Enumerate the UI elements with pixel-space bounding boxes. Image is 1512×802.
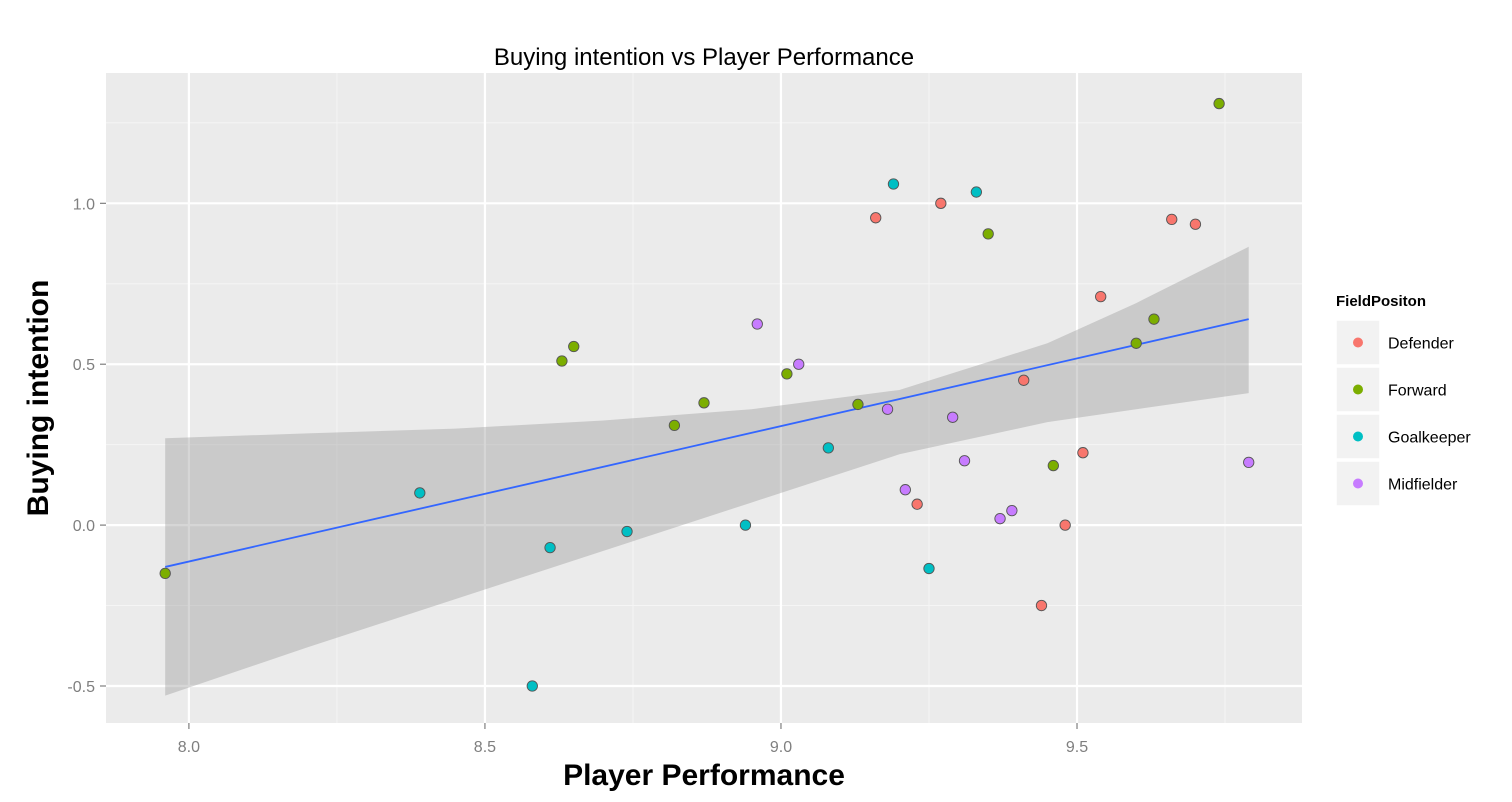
- point-goalkeeper: [887, 178, 900, 190]
- point-forward: [982, 228, 994, 240]
- point-defender: [1059, 519, 1071, 531]
- legend-label-forward: Forward: [1388, 383, 1447, 400]
- point-defender: [1189, 218, 1202, 230]
- point-forward: [668, 419, 681, 432]
- point-goalkeeper: [526, 680, 538, 692]
- x-tick-label: 9.0: [770, 739, 792, 756]
- point-midfielder: [947, 411, 959, 423]
- point-forward: [781, 368, 793, 380]
- point-goalkeeper: [621, 525, 633, 538]
- major-gridlines: [106, 73, 1302, 723]
- x-tick-label: 8.0: [178, 739, 200, 756]
- point-goalkeeper: [544, 541, 556, 554]
- confidence-band: [165, 246, 1249, 696]
- point-defender: [1035, 599, 1048, 612]
- point-forward: [1148, 313, 1160, 325]
- point-goalkeeper: [739, 519, 752, 531]
- point-midfielder: [899, 484, 911, 496]
- point-forward: [1047, 459, 1059, 472]
- y-axis-ticks: -0.5 0.0 0.5 1.0: [67, 196, 106, 696]
- x-axis-ticks: 8.0 8.5 9.0 9.5: [178, 723, 1088, 756]
- point-defender: [1018, 374, 1030, 386]
- point-defender: [1166, 213, 1178, 226]
- minor-gridlines: [106, 73, 1302, 723]
- legend-key-defender: [1335, 319, 1381, 366]
- point-forward: [698, 397, 710, 409]
- legend-marker-defender: [1353, 337, 1363, 348]
- legend: FieldPositon Defender Forward Goalkeeper Mi…: [1335, 293, 1471, 507]
- point-midfielder: [1006, 504, 1018, 517]
- y-tick-label: -0.5: [67, 679, 95, 696]
- legend-label-goalkeeper: Goalkeeper: [1388, 430, 1471, 447]
- x-axis-title: Player Performance: [563, 759, 845, 792]
- legend-marker-midfielder: [1353, 478, 1363, 489]
- legend-marker-goalkeeper: [1353, 431, 1363, 442]
- point-forward: [568, 340, 580, 353]
- x-tick-label: 9.5: [1066, 739, 1088, 756]
- confidence-band-area: [165, 246, 1249, 696]
- point-goalkeeper: [970, 186, 983, 198]
- legend-label-midfielder: Midfielder: [1388, 477, 1458, 494]
- point-goalkeeper: [822, 442, 834, 454]
- y-axis-title: Buying intention: [22, 280, 55, 517]
- legend-title: FieldPositon: [1336, 293, 1426, 310]
- point-forward: [556, 355, 568, 367]
- point-defender: [1095, 290, 1107, 303]
- point-midfielder: [751, 318, 763, 330]
- x-tick-label: 8.5: [474, 739, 496, 756]
- legend-label-defender: Defender: [1388, 336, 1454, 353]
- point-defender: [911, 498, 923, 510]
- point-forward: [852, 398, 864, 411]
- legend-marker-forward: [1353, 384, 1363, 395]
- point-defender: [870, 212, 882, 224]
- regression-line-path: [165, 318, 1249, 568]
- y-tick-label: 1.0: [73, 196, 95, 213]
- point-midfielder: [994, 513, 1006, 525]
- point-midfielder: [881, 403, 894, 415]
- y-tick-label: 0.0: [73, 518, 95, 535]
- point-defender: [935, 197, 947, 209]
- regression-line: [165, 318, 1249, 568]
- point-defender: [1077, 447, 1089, 459]
- y-tick-label: 0.5: [73, 357, 95, 374]
- point-midfielder: [793, 358, 805, 370]
- chart-title: Buying intention vs Player Performance: [494, 44, 914, 71]
- data-points: [159, 97, 1255, 692]
- point-goalkeeper: [923, 562, 935, 575]
- point-midfielder: [1243, 456, 1255, 469]
- point-forward: [1213, 97, 1225, 110]
- point-midfielder: [958, 455, 971, 467]
- point-forward: [1130, 337, 1142, 349]
- point-goalkeeper: [414, 487, 426, 499]
- point-forward: [159, 567, 171, 580]
